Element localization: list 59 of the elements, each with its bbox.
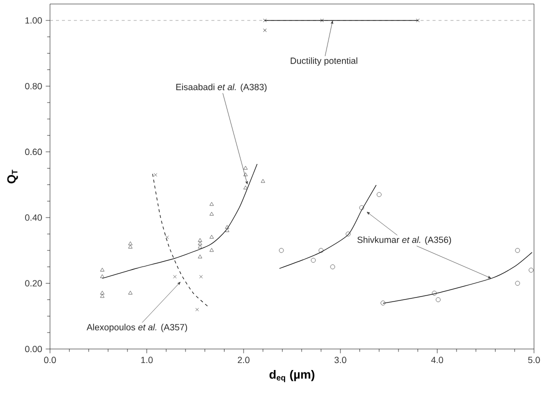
point [330,264,336,270]
annotation: Alexopoulos et al. (A357) [86,324,188,332]
y-tick-label: 0.80 [25,82,42,90]
point [263,28,267,32]
point [515,248,520,253]
point [198,241,202,246]
point [260,179,266,183]
annotation: Eisaabadi et al. (A383) [176,84,267,92]
point [432,290,437,296]
point [198,254,202,258]
y-tick-label: 0.20 [25,280,42,286]
x-tick-label: 3.0 [334,356,346,364]
point [210,248,214,252]
point [515,280,520,286]
y-tick-label: 0.40 [25,214,42,221]
point [100,290,104,294]
point [310,258,316,263]
x-tick-label: 2.0 [238,356,250,364]
point [278,248,284,253]
point [100,294,104,298]
point [173,274,177,278]
y-tick-label: 0.60 [25,148,42,156]
point [128,290,132,294]
point [210,234,214,239]
point [128,244,132,248]
x-tick-label: 4.0 [431,356,444,364]
point [100,274,104,278]
y-tick-label: 1.00 [25,17,42,24]
text: d$_{eq}$ (µm) [270,370,314,382]
point [128,241,132,246]
point [318,248,324,253]
point [198,238,202,242]
point [195,308,199,312]
point [528,268,534,273]
annotation: Ductility potential [290,57,358,66]
point [154,173,158,177]
point [199,274,203,278]
point [210,202,214,206]
point [376,192,382,197]
annotation: Shivkumar et al. (A356) [357,236,451,245]
x-tick-label: 0.0 [44,356,56,364]
y-tick-label: 0.00 [25,346,42,352]
point [359,205,364,210]
point [210,212,214,216]
point [165,236,169,240]
point [198,244,202,248]
point [320,18,324,22]
x-tick-label: 5.0 [528,356,540,364]
point [243,172,248,176]
x-tick-label: 1.0 [141,356,153,364]
point [225,228,230,232]
point [243,166,248,170]
point [436,297,441,302]
text: Q$_{T}$ [7,170,18,184]
point [243,186,248,190]
point [346,232,351,236]
point [225,225,230,229]
point [100,268,104,272]
point [380,300,386,306]
